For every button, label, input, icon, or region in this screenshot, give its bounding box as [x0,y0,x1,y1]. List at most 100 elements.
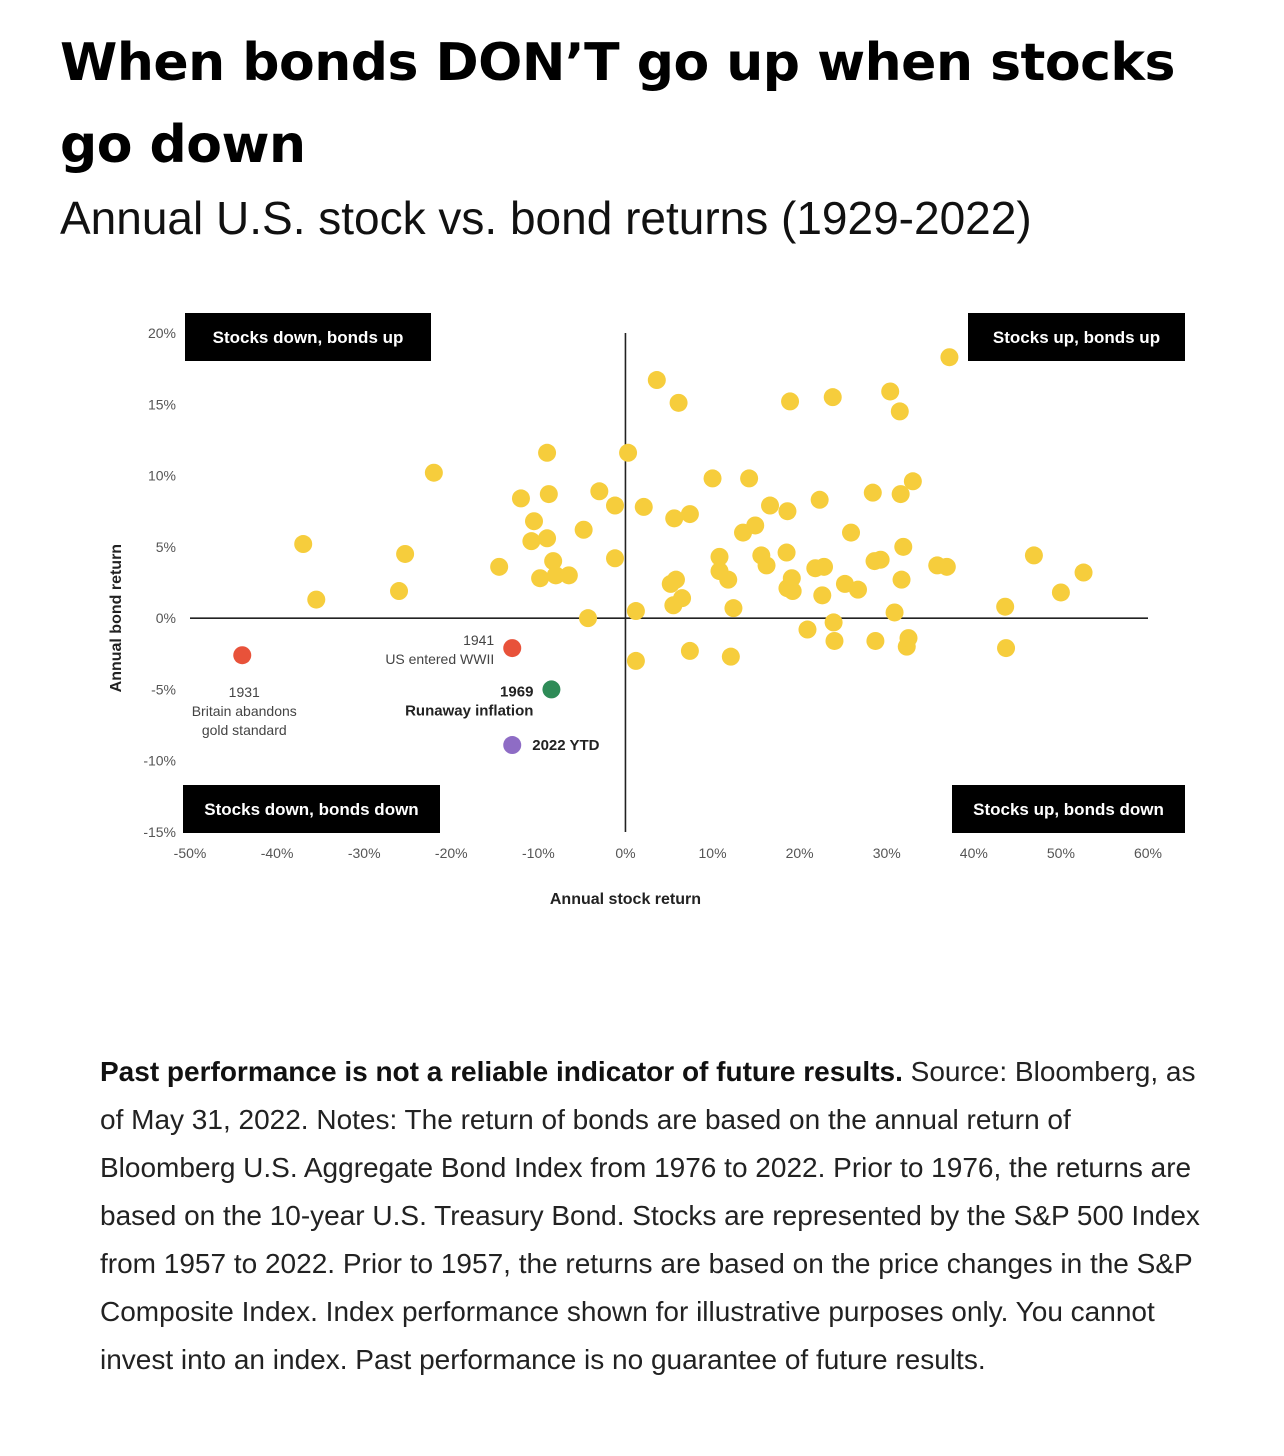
data-point [647,371,666,390]
axis-labels: -50% -40% -30% -20% -10% 0% 10% 20% 30% 40% 50% 60%… [108,325,1162,908]
data-point [525,512,544,531]
quadrant-labels: Stocks down, bonds up Stocks up, bonds up… [183,313,1185,833]
data-point [680,641,699,660]
highlighted-points: 1931 Britain abandons gold standard 1941 US … [192,632,600,755]
data-point [559,566,578,585]
data-point [848,580,867,599]
data-point [1074,563,1093,582]
data-point [666,570,685,589]
data-point [885,603,904,622]
data-point [823,388,842,407]
data-point [996,597,1015,616]
highlight-label: 1941 [463,632,494,648]
data-point [539,485,558,504]
data-point [871,550,890,569]
highlight-point [503,736,522,755]
data-point [719,570,738,589]
highlight-label: gold standard [202,722,287,738]
data-point [294,535,313,554]
data-point [890,402,909,421]
x-tick-label: 30% [873,845,901,861]
data-point [757,556,776,575]
highlight-label: US entered WWII [385,651,494,667]
highlight-point [542,680,561,699]
quadrant-text: Stocks up, bonds down [973,800,1164,819]
quadrant-label-top-right: Stocks up, bonds up [968,313,1185,361]
data-point [1051,583,1070,602]
data-point [680,505,699,524]
data-point [866,631,885,650]
page-title: When bonds DON’T go up when stocks go do… [60,33,1175,175]
data-point [1024,546,1043,565]
highlight-point [233,646,252,665]
highlight-label: Runaway inflation [405,702,533,719]
x-tick-label: 50% [1047,845,1075,861]
quadrant-label-top-left: Stocks down, bonds up [185,313,431,361]
data-point [721,647,740,666]
highlight-point-group: 1941 US entered WWII [385,632,522,667]
quadrant-box [185,313,431,361]
data-point [903,472,922,491]
x-tick-label: -40% [261,845,294,861]
highlight-label: 1931 [229,684,260,700]
axes-layer [190,333,1148,832]
x-tick-label: -50% [174,845,207,861]
y-tick-label: -5% [151,681,176,697]
x-tick-label: -20% [435,845,468,861]
data-point [579,609,598,628]
chart-subtitle: Annual U.S. stock vs. bond returns (1929… [60,192,1032,244]
highlight-label: 2022 YTD [532,737,599,754]
data-point [390,582,409,601]
data-point [490,557,509,576]
data-point [798,620,817,639]
data-point [777,543,796,562]
footnote-text: Source: Bloomberg, as of May 31, 2022. N… [100,1056,1200,1375]
quadrant-box [183,785,440,833]
data-point [396,544,415,563]
data-point [740,469,759,488]
data-point [815,557,834,576]
x-tick-label: 0% [615,845,635,861]
data-point [590,482,609,501]
data-point [673,589,692,608]
footnote-disclaimer: Past performance is not a reliable indic… [100,1056,903,1087]
data-point [606,549,625,568]
y-tick-label: 0% [156,610,176,626]
highlight-point-group: 1969 Runaway inflation [405,680,561,719]
data-point [626,651,645,670]
data-point [619,443,638,462]
data-point [881,382,900,401]
scatter-chart: Stocks down, bonds up Stocks up, bonds up… [108,313,1185,908]
x-tick-label: 10% [699,845,727,861]
data-point [626,602,645,621]
x-tick-label: 60% [1134,845,1162,861]
highlight-point [503,639,522,658]
data-point [307,590,326,609]
y-axis-title: Annual bond return [108,544,125,692]
x-tick-label: -30% [348,845,381,861]
data-points [294,348,1093,670]
highlight-label: Britain abandons [192,703,297,719]
data-point [778,502,797,521]
quadrant-box [952,785,1185,833]
x-tick-label: -10% [522,845,555,861]
data-point [894,537,913,556]
highlight-point-group: 1931 Britain abandons gold standard [192,646,297,738]
x-tick-label: 40% [960,845,988,861]
highlight-label: 1969 [500,683,533,700]
data-point [891,485,910,504]
data-point [782,569,801,588]
data-point [665,509,684,528]
data-point [761,496,780,515]
data-point [892,570,911,589]
data-point [424,463,443,482]
data-point [824,613,843,632]
quadrant-text: Stocks down, bonds up [213,328,404,347]
y-tick-label: 15% [148,396,176,412]
data-point [522,532,541,551]
data-point [544,552,563,571]
highlight-point-group: 2022 YTD [503,736,600,755]
data-point [669,393,688,412]
y-tick-label: 5% [156,539,176,555]
y-tick-label: -15% [143,824,176,840]
